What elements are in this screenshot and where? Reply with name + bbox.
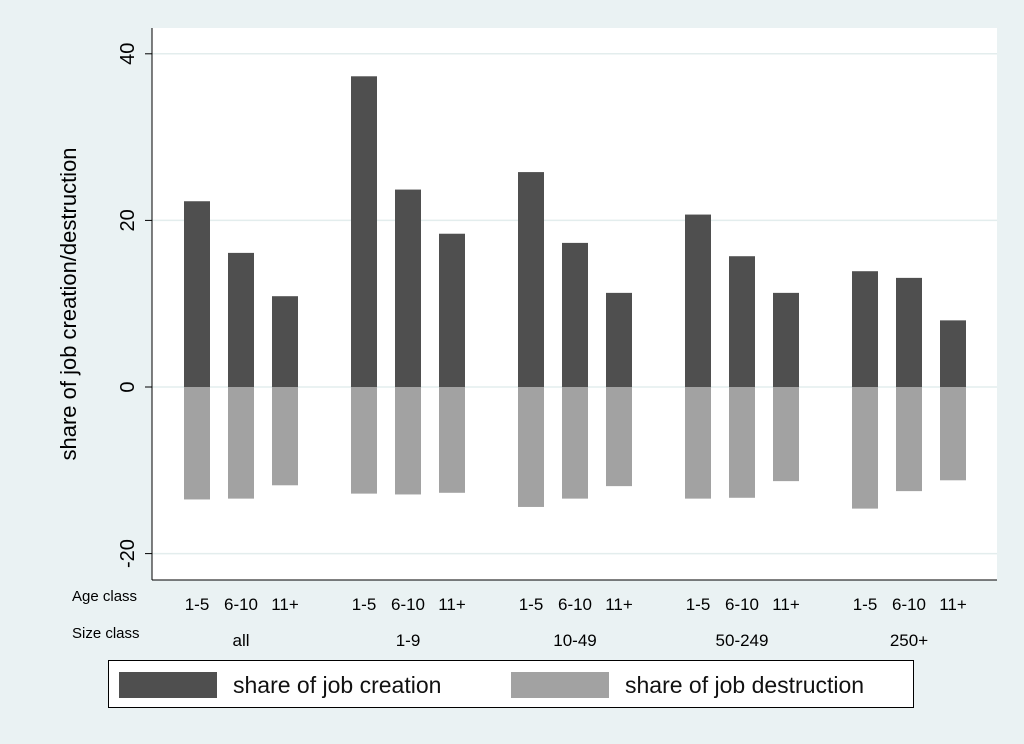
age-class-label: 11+ xyxy=(772,595,800,614)
axes xyxy=(151,28,997,581)
destruction-bar xyxy=(228,387,254,499)
legend-swatch-destruction xyxy=(511,672,609,698)
legend-item-creation: share of job creation xyxy=(119,672,441,698)
legend: share of job creation share of job destr… xyxy=(108,660,914,708)
age-class-label: 1-5 xyxy=(519,595,544,614)
destruction-bar xyxy=(351,387,377,494)
age-class-label: 11+ xyxy=(605,595,633,614)
age-class-label: 1-5 xyxy=(185,595,210,614)
x-labels: 1-5 6-10 11+ all 1-5 6-10 11+ 1-9 1-5 6-10 11+ 10-4… xyxy=(185,595,967,650)
age-class-label: 6-10 xyxy=(391,595,425,614)
destruction-bar xyxy=(518,387,544,507)
size-class-row-label: Size class xyxy=(72,625,140,642)
creation-bar xyxy=(351,76,377,387)
creation-bar xyxy=(940,320,966,387)
destruction-bar xyxy=(773,387,799,482)
age-class-row-label: Age class xyxy=(72,588,137,605)
legend-swatch-creation xyxy=(119,672,217,698)
destruction-bar xyxy=(439,387,465,493)
destruction-bar xyxy=(685,387,711,499)
creation-bar xyxy=(272,296,298,387)
size-class-label: 1-9 xyxy=(396,631,421,650)
size-class-label: all xyxy=(232,631,249,650)
destruction-bar xyxy=(606,387,632,487)
y-tick-label: 0 xyxy=(117,381,139,392)
age-class-label: 1-5 xyxy=(352,595,377,614)
age-class-label: 6-10 xyxy=(558,595,592,614)
creation-bar xyxy=(896,277,922,387)
creation-bar xyxy=(439,233,465,387)
creation-bar xyxy=(184,201,210,387)
destruction-bar xyxy=(184,387,210,500)
destruction-bar xyxy=(272,387,298,486)
creation-bar xyxy=(228,252,254,387)
legend-label-destruction: share of job destruction xyxy=(625,671,865,698)
legend-label-creation: share of job creation xyxy=(233,671,442,698)
y-ticks: -20 0 20 40 xyxy=(117,43,152,568)
size-class-label: 10-49 xyxy=(553,631,596,650)
destruction-bar xyxy=(896,387,922,492)
creation-bar xyxy=(685,214,711,387)
age-class-label: 6-10 xyxy=(224,595,258,614)
creation-bar xyxy=(395,189,421,387)
destruction-bar xyxy=(940,387,966,481)
destruction-bar xyxy=(729,387,755,498)
creation-bar xyxy=(518,172,544,387)
age-class-label: 11+ xyxy=(271,595,299,614)
bars xyxy=(184,76,966,509)
age-class-label: 11+ xyxy=(939,595,967,614)
creation-bar xyxy=(773,292,799,387)
age-class-label: 11+ xyxy=(438,595,466,614)
creation-bar xyxy=(562,242,588,387)
age-class-label: 6-10 xyxy=(725,595,759,614)
destruction-bar xyxy=(852,387,878,509)
creation-bar xyxy=(729,256,755,387)
y-axis-label: share of job creation/destruction xyxy=(56,147,81,460)
destruction-bar xyxy=(562,387,588,499)
y-tick-label: 20 xyxy=(117,209,139,231)
destruction-bar xyxy=(395,387,421,495)
size-class-label: 50-249 xyxy=(716,631,769,650)
y-tick-label: -20 xyxy=(117,539,139,568)
age-class-label: 1-5 xyxy=(853,595,878,614)
age-class-label: 6-10 xyxy=(892,595,926,614)
y-tick-label: 40 xyxy=(117,43,139,65)
creation-bar xyxy=(606,292,632,387)
age-class-label: 1-5 xyxy=(686,595,711,614)
creation-bar xyxy=(852,271,878,387)
legend-item-destruction: share of job destruction xyxy=(511,672,864,698)
size-class-label: 250+ xyxy=(890,631,928,650)
